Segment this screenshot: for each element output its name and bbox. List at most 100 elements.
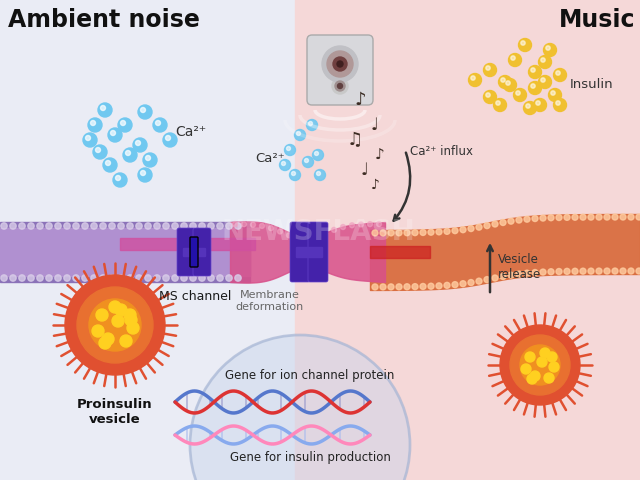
Circle shape xyxy=(554,69,566,82)
Circle shape xyxy=(145,156,150,160)
Circle shape xyxy=(572,268,578,274)
Circle shape xyxy=(604,268,610,274)
Circle shape xyxy=(543,44,557,57)
Circle shape xyxy=(332,228,337,232)
Circle shape xyxy=(289,169,301,180)
Text: Membrane
deformation: Membrane deformation xyxy=(236,290,304,312)
Text: Ca²⁺: Ca²⁺ xyxy=(255,152,285,165)
Circle shape xyxy=(19,275,25,281)
Text: Vesicle
release: Vesicle release xyxy=(498,253,541,281)
Circle shape xyxy=(332,78,348,94)
Circle shape xyxy=(88,118,102,132)
Circle shape xyxy=(541,78,545,82)
Circle shape xyxy=(226,223,232,229)
Circle shape xyxy=(509,53,522,67)
Circle shape xyxy=(476,224,482,230)
Circle shape xyxy=(280,159,291,170)
Circle shape xyxy=(250,222,255,227)
Circle shape xyxy=(65,275,165,375)
Circle shape xyxy=(217,275,223,281)
Circle shape xyxy=(323,231,328,236)
Circle shape xyxy=(102,333,114,345)
Circle shape xyxy=(106,160,111,166)
Circle shape xyxy=(19,223,25,229)
Circle shape xyxy=(468,226,474,231)
Circle shape xyxy=(380,284,386,290)
Circle shape xyxy=(120,335,132,347)
Circle shape xyxy=(496,101,500,105)
Circle shape xyxy=(532,270,538,276)
Circle shape xyxy=(111,131,115,135)
Circle shape xyxy=(287,146,291,151)
Circle shape xyxy=(540,215,546,221)
Circle shape xyxy=(540,348,550,358)
Bar xyxy=(0,228,250,276)
Circle shape xyxy=(529,65,541,79)
Circle shape xyxy=(36,275,44,281)
Circle shape xyxy=(540,269,546,275)
Circle shape xyxy=(556,101,560,105)
Circle shape xyxy=(501,78,505,82)
Circle shape xyxy=(524,101,536,115)
Circle shape xyxy=(305,237,310,241)
Circle shape xyxy=(241,222,246,227)
Circle shape xyxy=(538,75,552,88)
Circle shape xyxy=(10,275,16,281)
Circle shape xyxy=(636,268,640,274)
Circle shape xyxy=(235,275,241,281)
Circle shape xyxy=(337,84,342,88)
Circle shape xyxy=(125,314,137,326)
Circle shape xyxy=(145,275,151,281)
Circle shape xyxy=(55,275,61,281)
Circle shape xyxy=(143,153,157,167)
Circle shape xyxy=(73,223,79,229)
Circle shape xyxy=(444,228,450,234)
Circle shape xyxy=(349,223,355,228)
Circle shape xyxy=(314,235,319,240)
Circle shape xyxy=(548,215,554,221)
Circle shape xyxy=(123,148,137,162)
Text: ♩: ♩ xyxy=(371,116,379,134)
Circle shape xyxy=(127,275,133,281)
Circle shape xyxy=(483,63,497,76)
Circle shape xyxy=(312,149,323,160)
Circle shape xyxy=(628,214,634,220)
Circle shape xyxy=(500,219,506,226)
Circle shape xyxy=(468,73,481,86)
Circle shape xyxy=(190,275,196,281)
Circle shape xyxy=(333,57,347,71)
Circle shape xyxy=(516,217,522,223)
Circle shape xyxy=(541,58,545,62)
Circle shape xyxy=(291,171,296,176)
Circle shape xyxy=(420,229,426,236)
Circle shape xyxy=(96,309,108,321)
Circle shape xyxy=(516,91,520,95)
Circle shape xyxy=(181,275,187,281)
Circle shape xyxy=(551,91,556,95)
Circle shape xyxy=(100,223,106,229)
Circle shape xyxy=(83,133,97,147)
Circle shape xyxy=(92,325,104,337)
FancyBboxPatch shape xyxy=(290,222,310,282)
Text: Proinsulin
vesicle: Proinsulin vesicle xyxy=(77,398,153,426)
Circle shape xyxy=(226,275,232,281)
Circle shape xyxy=(492,275,498,281)
Circle shape xyxy=(163,275,169,281)
Circle shape xyxy=(118,223,124,229)
Circle shape xyxy=(100,106,106,110)
Circle shape xyxy=(531,84,535,88)
Circle shape xyxy=(596,268,602,274)
FancyBboxPatch shape xyxy=(308,222,328,282)
Circle shape xyxy=(127,322,139,334)
Circle shape xyxy=(372,284,378,290)
FancyBboxPatch shape xyxy=(190,237,198,267)
Circle shape xyxy=(64,275,70,281)
Circle shape xyxy=(460,281,466,287)
Text: ♩: ♩ xyxy=(361,161,369,179)
Circle shape xyxy=(534,98,547,111)
Circle shape xyxy=(64,223,70,229)
Circle shape xyxy=(327,51,353,77)
Circle shape xyxy=(628,268,634,274)
Circle shape xyxy=(124,309,136,321)
Circle shape xyxy=(388,230,394,236)
